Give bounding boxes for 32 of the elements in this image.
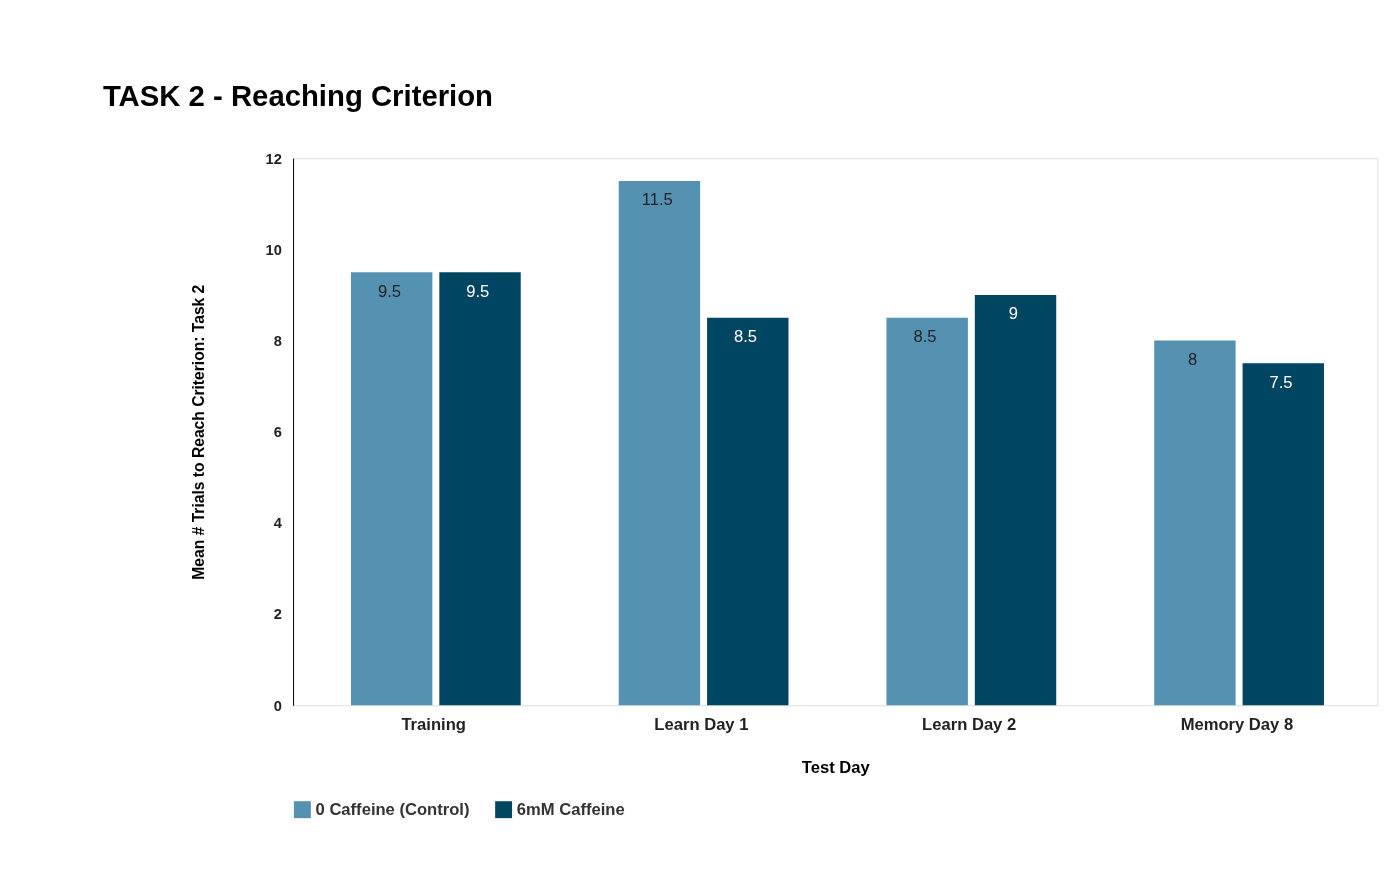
data-label: 9.5 — [377, 281, 402, 301]
bar — [886, 317, 968, 706]
data-label: 7.5 — [1269, 372, 1293, 392]
bar — [974, 294, 1057, 706]
y-tick-label: 4 — [273, 515, 283, 532]
y-tick-label: 10 — [265, 241, 282, 258]
x-tick-label: Learn Day 1 — [654, 715, 749, 735]
data-label: 11.5 — [641, 190, 673, 210]
x-tick-label: Learn Day 2 — [922, 715, 1017, 735]
y-tick-label: 12 — [265, 150, 282, 167]
chart-title: TASK 2 - Reaching Criterion — [102, 79, 494, 113]
bar — [350, 272, 433, 706]
bar — [439, 272, 521, 706]
x-axis-title: Test Day — [801, 758, 871, 778]
legend-label: 6mM Caffeine — [516, 799, 625, 819]
bar — [1154, 340, 1236, 706]
bar — [1242, 363, 1324, 706]
y-tick-label: 2 — [273, 606, 282, 623]
data-label: 8.5 — [913, 327, 937, 347]
data-label: 9 — [1008, 304, 1018, 324]
legend-label: 0 Caffeine (Control) — [315, 799, 470, 819]
x-tick-label: Training — [401, 715, 466, 735]
bar — [707, 317, 789, 706]
y-axis-title: Mean # Trials to Reach Criterion: Task 2 — [190, 284, 207, 580]
x-tick-label: Memory Day 8 — [1180, 715, 1294, 735]
y-tick-label: 6 — [273, 424, 282, 441]
data-label: 8 — [1188, 349, 1198, 369]
y-tick-label: 0 — [273, 697, 282, 714]
y-tick-label: 8 — [273, 332, 282, 349]
bar — [618, 180, 701, 706]
data-label: 9.5 — [466, 281, 490, 301]
data-label: 8.5 — [734, 327, 758, 347]
